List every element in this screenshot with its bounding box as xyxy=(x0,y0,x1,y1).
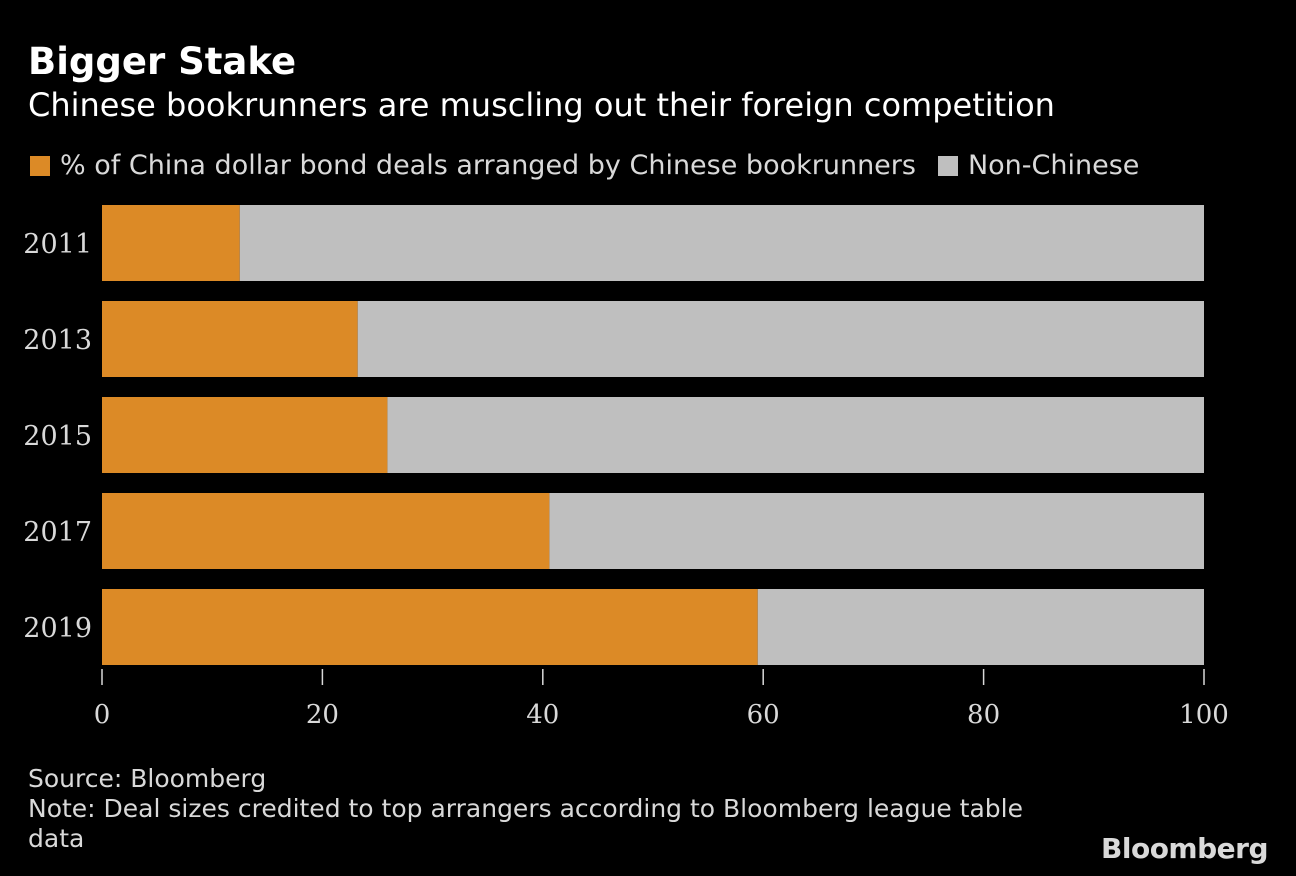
legend-label-chinese: % of China dollar bond deals arranged by… xyxy=(60,150,916,181)
legend-swatch-non-chinese xyxy=(937,155,958,176)
bar-2017-chinese xyxy=(102,493,550,569)
bar-2013-chinese xyxy=(102,301,358,377)
x-tick-label-40: 40 xyxy=(526,700,559,730)
bar-2015-non-chinese xyxy=(387,397,1205,473)
legend-swatch-chinese xyxy=(30,155,50,176)
bar-2011-chinese xyxy=(102,205,240,281)
x-tick-label-60: 60 xyxy=(747,700,780,730)
x-tick-label-20: 20 xyxy=(306,700,339,730)
category-label-2011: 2011 xyxy=(23,229,92,260)
bloomberg-logo: Bloomberg xyxy=(1101,832,1268,865)
category-label-2017: 2017 xyxy=(23,517,92,548)
source-text: Source: Bloomberg xyxy=(28,764,267,793)
legend: % of China dollar bond deals arranged by… xyxy=(30,150,1161,181)
category-label-2015: 2015 xyxy=(23,421,92,452)
category-label-2019: 2019 xyxy=(23,613,92,644)
bar-2015-chinese xyxy=(102,397,388,473)
category-label-2013: 2013 xyxy=(23,325,92,356)
legend-label-non-chinese: Non-Chinese xyxy=(967,150,1140,181)
x-tick-label-80: 80 xyxy=(967,700,1000,730)
legend-item-non-chinese: Non-Chinese xyxy=(937,150,1140,181)
legend-item-chinese: % of China dollar bond deals arranged by… xyxy=(30,150,916,181)
chart-title: Bigger Stake xyxy=(28,40,297,83)
x-tick-label-100: 100 xyxy=(1179,700,1229,730)
chart-subtitle: Chinese bookrunners are muscling out the… xyxy=(28,86,1055,124)
bar-2019-chinese xyxy=(102,589,758,665)
bar-2013-non-chinese xyxy=(357,301,1204,377)
bar-2017-non-chinese xyxy=(549,493,1204,569)
bar-2019-non-chinese xyxy=(757,589,1204,665)
footer: Source: Bloomberg Note: Deal sizes credi… xyxy=(28,764,1028,854)
x-tick-label-0: 0 xyxy=(94,700,111,730)
note-text: Note: Deal sizes credited to top arrange… xyxy=(28,794,1023,853)
bar-2011-non-chinese xyxy=(239,205,1204,281)
